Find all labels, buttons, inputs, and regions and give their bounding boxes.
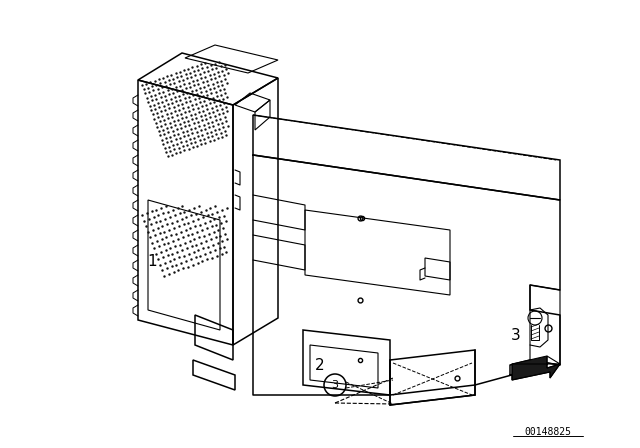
Text: 3: 3 [511,327,521,343]
Text: 00148825: 00148825 [525,427,572,437]
Text: 2: 2 [315,358,325,372]
Text: 3: 3 [332,380,339,390]
Polygon shape [512,356,560,380]
Text: 1: 1 [147,254,157,270]
